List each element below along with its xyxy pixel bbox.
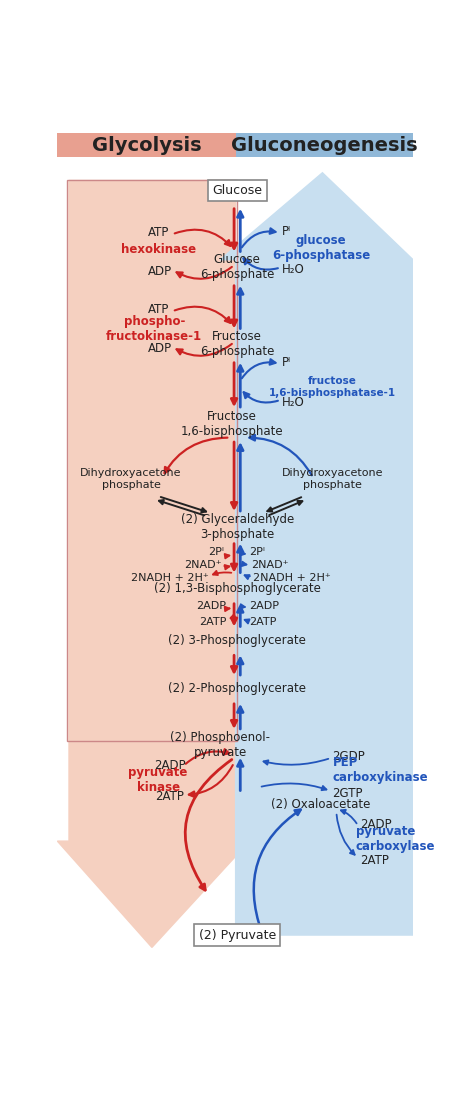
Text: Gluconeogenesis: Gluconeogenesis (231, 136, 417, 155)
Text: 2Pᴵ: 2Pᴵ (208, 547, 224, 557)
Text: fructose
1,6-bisphosphatase-1: fructose 1,6-bisphosphatase-1 (269, 376, 396, 398)
Text: 2Pᴵ: 2Pᴵ (250, 547, 266, 557)
Text: 2ADP: 2ADP (359, 817, 391, 831)
Text: Pᴵ: Pᴵ (282, 356, 291, 368)
Text: 2ATP: 2ATP (155, 790, 184, 803)
Text: H₂O: H₂O (282, 396, 305, 409)
Text: Dihydroxyacetone
phosphate: Dihydroxyacetone phosphate (80, 469, 182, 490)
Text: (2) Oxaloacetate: (2) Oxaloacetate (271, 797, 370, 811)
Text: Fructose
6-phosphate: Fructose 6-phosphate (200, 331, 274, 358)
Text: ADP: ADP (148, 264, 172, 278)
Text: Dihydroxyacetone
phosphate: Dihydroxyacetone phosphate (282, 469, 383, 490)
Text: (2) Pyruvate: (2) Pyruvate (199, 929, 276, 941)
Text: Fructose
1,6-bisphosphate: Fructose 1,6-bisphosphate (180, 410, 283, 438)
Text: 2NAD⁺: 2NAD⁺ (184, 561, 222, 571)
Text: H₂O: H₂O (282, 263, 305, 276)
Text: ADP: ADP (148, 342, 172, 355)
Text: (2) 2-Phosphoglycerate: (2) 2-Phosphoglycerate (168, 682, 306, 696)
Text: 2NAD⁺: 2NAD⁺ (251, 561, 289, 571)
Text: hexokinase: hexokinase (121, 243, 196, 257)
Text: Pᴵ: Pᴵ (282, 225, 291, 238)
Text: ATP: ATP (148, 227, 170, 239)
Text: 2ATP: 2ATP (199, 617, 226, 627)
Text: (2) 1,3-Bisphosphoglycerate: (2) 1,3-Bisphosphoglycerate (154, 582, 321, 595)
Text: (2) 3-Phosphoglycerate: (2) 3-Phosphoglycerate (168, 635, 306, 647)
Polygon shape (220, 173, 413, 935)
Text: Glucose: Glucose (212, 184, 262, 197)
Text: ATP: ATP (148, 303, 170, 316)
Text: 2NADH + 2H⁺: 2NADH + 2H⁺ (252, 573, 330, 583)
Text: 2ADP: 2ADP (250, 602, 280, 612)
Text: PEP
carboxykinase: PEP carboxykinase (332, 757, 428, 784)
Text: 2ADP: 2ADP (196, 602, 226, 612)
Text: Glucose
6-phosphate: Glucose 6-phosphate (200, 253, 274, 281)
Text: 2ATP: 2ATP (359, 854, 388, 867)
Text: 2GDP: 2GDP (332, 750, 365, 763)
Text: 2ATP: 2ATP (250, 617, 277, 627)
Text: 2GTP: 2GTP (332, 786, 363, 800)
Polygon shape (57, 180, 250, 948)
FancyBboxPatch shape (57, 133, 235, 157)
FancyBboxPatch shape (235, 133, 413, 157)
Text: (2) Phosphoenol-
pyruvate: (2) Phosphoenol- pyruvate (170, 731, 270, 759)
Text: (2) Glyceraldehyde
3-phosphate: (2) Glyceraldehyde 3-phosphate (180, 513, 294, 541)
Text: phospho-
fructokinase-1: phospho- fructokinase-1 (106, 315, 202, 343)
Text: 2NADH + 2H⁺: 2NADH + 2H⁺ (131, 573, 208, 583)
Text: Glycolysis: Glycolysis (92, 136, 202, 155)
Text: glucose
6-phosphatase: glucose 6-phosphatase (272, 234, 370, 262)
Text: 2ADP: 2ADP (154, 759, 185, 772)
Text: pyruvate
kinase: pyruvate kinase (129, 765, 188, 793)
Text: pyruvate
carboxylase: pyruvate carboxylase (356, 825, 435, 853)
